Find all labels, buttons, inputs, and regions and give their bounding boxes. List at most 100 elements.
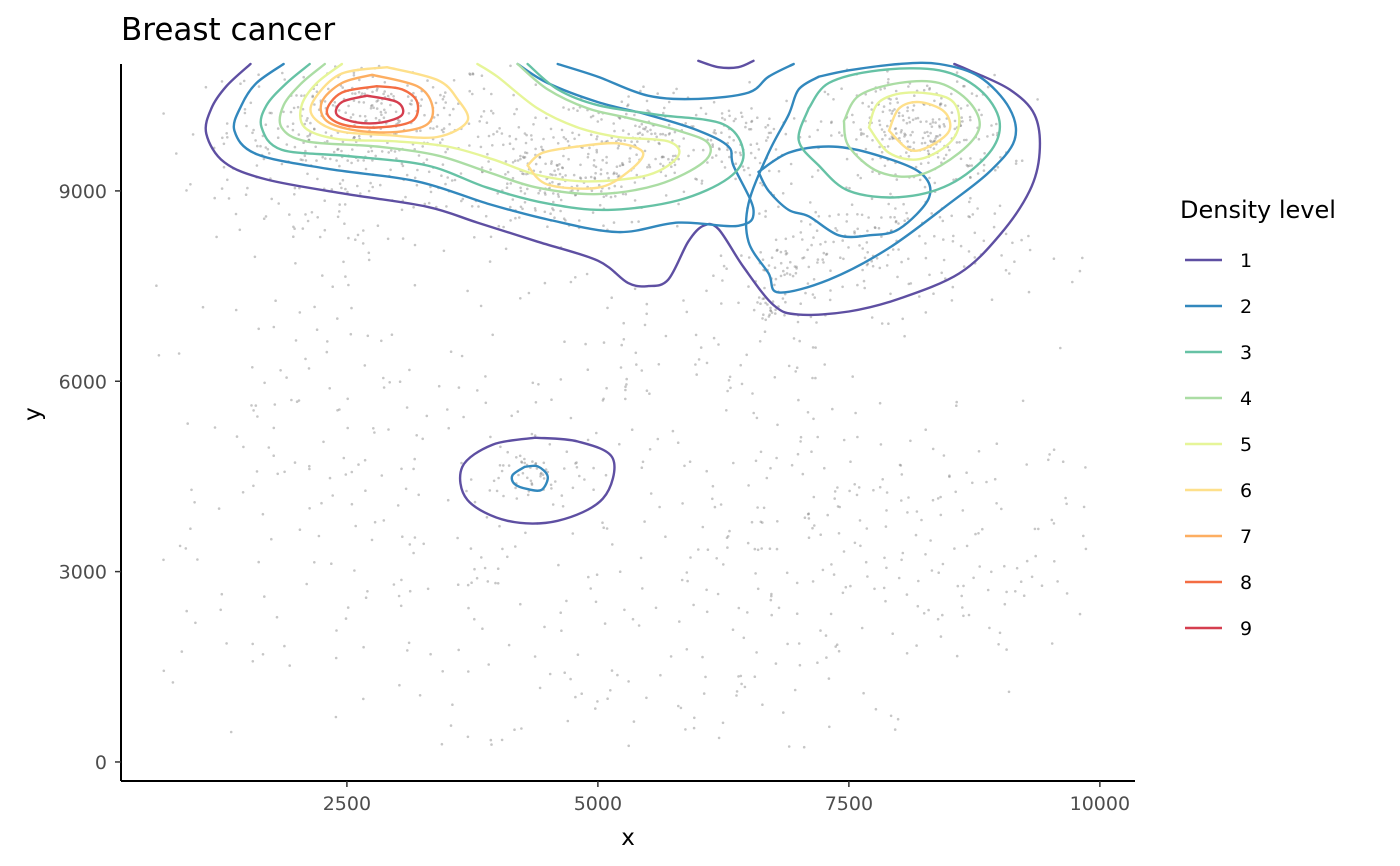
scatter-point [906,217,910,220]
scatter-point [466,289,469,293]
scatter-point [491,333,495,337]
scatter-point [246,186,249,190]
scatter-point [575,461,578,464]
scatter-point [937,571,940,574]
scatter-point [352,71,356,75]
scatter-point [521,155,525,159]
scatter-point [512,147,515,151]
scatter-point [587,575,590,579]
scatter-point [829,289,832,292]
scatter-point [965,138,968,142]
scatter-point [328,476,332,480]
scatter-point [954,490,957,494]
scatter-point [1056,580,1059,583]
scatter-point [739,153,743,157]
scatter-point [785,571,789,575]
scatter-point [344,187,347,191]
scatter-point [695,178,698,181]
scatter-point [543,191,547,194]
scatter-point [616,673,619,677]
scatter-point [885,264,889,267]
scatter-point [970,164,974,167]
scatter-point [871,139,874,142]
scatter-point [774,238,778,242]
scatter-point [841,239,844,242]
scatter-point [335,629,338,632]
scatter-point [939,495,942,499]
scatter-point [938,118,941,121]
scatter-point [515,497,519,500]
scatter-point [728,135,731,139]
scatter-point [513,159,517,162]
scatter-point [874,90,878,93]
scatter-point [551,173,554,177]
scatter-point [950,214,953,218]
contour-level-5 [299,62,681,183]
scatter-point [610,296,613,300]
scatter-point [822,261,825,264]
scatter-point [542,477,546,480]
scatter-point [1013,260,1016,264]
scatter-point [962,265,966,268]
scatter-point [397,594,401,598]
scatter-point [366,334,370,338]
scatter-point [398,119,402,123]
scatter-point [840,134,844,137]
scatter-point [924,242,927,245]
scatter-point [554,480,557,483]
scatter-point [496,582,500,585]
scatter-point [268,111,272,115]
scatter-point [189,183,192,186]
scatter-point [988,626,991,630]
scatter-point [857,486,861,489]
scatter-point [521,471,525,475]
scatter-point [718,148,721,151]
scatter-point [470,205,474,208]
scatter-point [766,303,769,306]
scatter-point [982,163,986,167]
scatter-point [421,437,425,441]
scatter-point [772,127,776,131]
scatter-point [829,612,833,616]
scatter-point [578,219,581,222]
scatter-point [441,163,445,166]
scatter-point [511,161,515,164]
scatter-point [466,735,470,739]
scatter-point [959,244,963,248]
scatter-point [304,149,307,153]
scatter-point [753,547,757,551]
scatter-point [408,102,412,106]
scatter-point [693,716,696,720]
scatter-point [327,87,330,91]
scatter-point [518,454,522,458]
scatter-point [678,620,681,623]
scatter-point [427,201,431,205]
scatter-point [905,593,909,596]
scatter-point [925,84,929,88]
scatter-point [883,130,886,134]
scatter-point [559,198,563,202]
scatter-point [584,342,587,346]
scatter-point [546,225,549,228]
scatter-point [438,141,442,144]
scatter-point [753,675,757,678]
scatter-point [982,239,986,243]
scatter-point [995,502,998,505]
scatter-point [429,185,432,189]
scatter-point [776,423,779,427]
scatter-point [732,119,736,123]
scatter-point [514,137,518,141]
scatter-point [344,111,348,114]
scatter-point [349,332,353,336]
scatter-point [1030,575,1034,579]
scatter-point [468,72,471,75]
scatter-point [683,464,686,468]
scatter-point [792,235,795,238]
scatter-point [496,192,500,195]
scatter-point [771,300,775,303]
scatter-point [426,587,430,591]
scatter-point [404,195,407,199]
scatter-point [770,256,774,260]
scatter-point [446,176,450,179]
scatter-point [812,417,815,421]
